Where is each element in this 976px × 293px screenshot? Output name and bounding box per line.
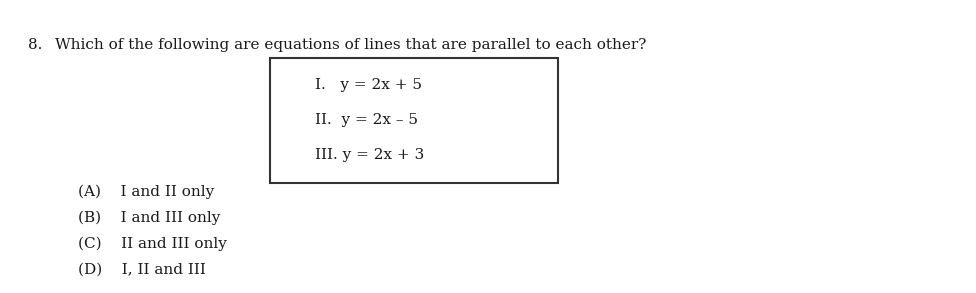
Text: (A)    I and II only: (A) I and II only (78, 185, 215, 200)
Bar (270, 58, 558, 183)
Text: I.   y = 2x + 5: I. y = 2x + 5 (315, 78, 422, 92)
Text: (D)    I, II and III: (D) I, II and III (78, 263, 206, 277)
Text: Which of the following are equations of lines that are parallel to each other?: Which of the following are equations of … (55, 38, 646, 52)
Text: (B)    I and III only: (B) I and III only (78, 211, 221, 225)
Text: II.  y = 2x – 5: II. y = 2x – 5 (315, 113, 418, 127)
Text: (C)    II and III only: (C) II and III only (78, 237, 226, 251)
Text: III. y = 2x + 3: III. y = 2x + 3 (315, 148, 425, 162)
Text: 8.: 8. (28, 38, 42, 52)
